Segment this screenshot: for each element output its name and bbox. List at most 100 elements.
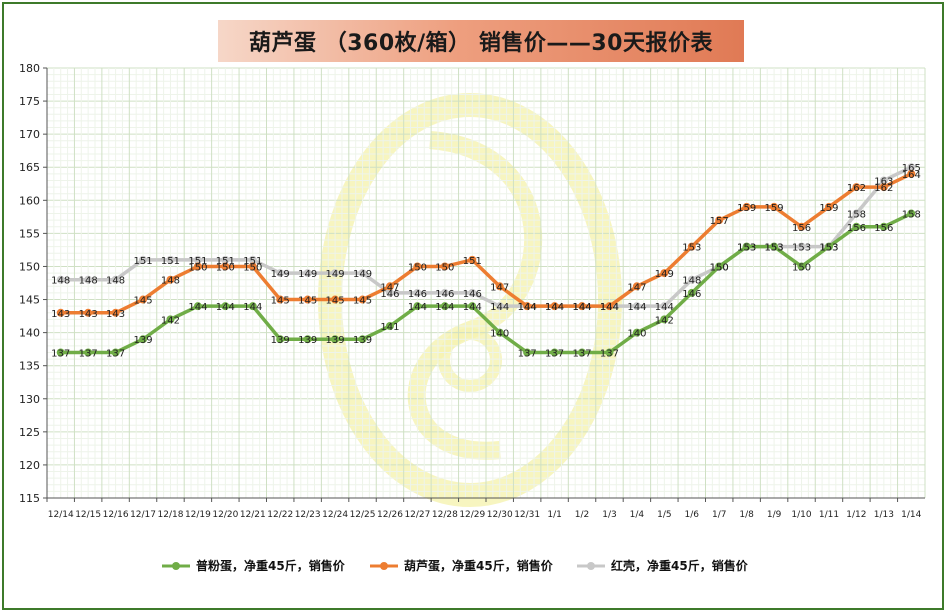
x-tick-label: 12/30 <box>487 510 513 520</box>
x-tick-label: 1/6 <box>685 510 700 520</box>
x-tick-label: 1/7 <box>712 510 726 520</box>
watermark-swirl <box>407 131 543 460</box>
data-point <box>495 282 504 291</box>
data-label: 156 <box>792 223 811 234</box>
data-label: 144 <box>243 302 262 313</box>
data-label: 148 <box>79 276 98 287</box>
data-point <box>440 262 449 271</box>
x-tick-label: 1/10 <box>791 510 811 520</box>
x-tick-label: 12/25 <box>350 510 376 520</box>
data-point <box>111 348 120 357</box>
data-label: 137 <box>572 348 591 359</box>
data-label: 137 <box>545 348 564 359</box>
x-tick-label: 1/13 <box>874 510 894 520</box>
y-tick-label: 115 <box>19 492 40 505</box>
data-point <box>193 262 202 271</box>
data-label: 150 <box>792 262 811 273</box>
chart-title: 葫芦蛋 （360枚/箱） 销售价——30天报价表 <box>218 20 744 62</box>
data-point <box>413 288 422 297</box>
y-tick-label: 120 <box>19 459 40 472</box>
data-label: 143 <box>106 309 125 320</box>
data-point <box>111 275 120 284</box>
data-point <box>303 295 312 304</box>
data-point <box>578 348 587 357</box>
data-point <box>468 288 477 297</box>
data-point <box>221 262 230 271</box>
data-label: 144 <box>435 302 454 313</box>
data-label: 145 <box>298 296 317 307</box>
data-label: 145 <box>326 296 345 307</box>
data-label: 158 <box>902 210 921 221</box>
data-label: 144 <box>188 302 207 313</box>
series-line <box>60 211 913 355</box>
data-point <box>166 275 175 284</box>
data-label: 145 <box>353 296 372 307</box>
data-label: 139 <box>298 335 317 346</box>
data-label: 146 <box>463 289 482 300</box>
data-label: 162 <box>847 183 866 194</box>
data-label: 153 <box>737 243 756 254</box>
data-point <box>770 242 779 251</box>
y-tick-label: 150 <box>19 260 40 273</box>
data-label: 150 <box>435 262 454 273</box>
y-tick-label: 165 <box>19 161 40 174</box>
x-tick-label: 12/21 <box>240 510 266 520</box>
y-tick-label: 170 <box>19 128 40 141</box>
x-tick-label: 12/27 <box>404 510 430 520</box>
data-label: 146 <box>380 289 399 300</box>
data-label: 142 <box>161 315 180 326</box>
data-point <box>385 322 394 330</box>
data-point <box>468 255 477 264</box>
data-point <box>331 335 340 344</box>
data-label: 144 <box>655 302 674 313</box>
data-label: 150 <box>710 262 729 273</box>
data-label: 148 <box>51 276 70 287</box>
data-label: 144 <box>600 302 619 313</box>
data-label: 139 <box>326 335 345 346</box>
legend-label: 红壳，净重45斤，销售价 <box>611 558 749 573</box>
data-label: 146 <box>682 289 701 300</box>
data-label: 163 <box>874 176 893 187</box>
data-label: 143 <box>79 309 98 320</box>
grid <box>46 67 926 499</box>
data-point <box>468 302 477 311</box>
data-label: 140 <box>627 329 646 340</box>
data-label: 144 <box>572 302 591 313</box>
data-label: 153 <box>792 243 811 254</box>
x-tick-label: 1/3 <box>602 510 616 520</box>
x-tick-label: 12/18 <box>158 510 184 520</box>
data-point <box>248 262 257 271</box>
data-label: 151 <box>243 256 262 267</box>
y-tick-label: 145 <box>19 294 40 307</box>
data-point <box>111 308 120 317</box>
data-label: 149 <box>298 269 317 280</box>
data-point <box>166 315 175 324</box>
data-point <box>495 328 504 337</box>
data-point <box>56 275 65 284</box>
data-point <box>852 209 861 218</box>
data-point <box>166 255 175 264</box>
data-point <box>715 262 724 271</box>
data-label: 147 <box>380 282 399 293</box>
legend-swatch-marker <box>380 562 388 570</box>
data-label: 144 <box>600 302 619 313</box>
data-label: 149 <box>326 269 345 280</box>
data-point <box>824 202 833 211</box>
data-label: 137 <box>51 348 70 359</box>
axes: 115 120 125 130 135 140 145 150 155 160 165 170 175 1… <box>19 62 925 520</box>
data-label: 156 <box>847 223 866 234</box>
data-point <box>742 202 751 211</box>
data-label: 141 <box>380 322 399 333</box>
data-point <box>632 302 641 311</box>
x-tick-label: 12/16 <box>103 510 129 520</box>
y-tick-label: 155 <box>19 227 40 240</box>
data-label: 142 <box>655 315 674 326</box>
data-point <box>824 242 833 251</box>
data-label: 144 <box>572 302 591 313</box>
data-label: 159 <box>765 203 784 214</box>
y-tick-label: 125 <box>19 426 40 439</box>
x-tick-label: 12/24 <box>322 510 348 520</box>
series-line <box>60 172 913 315</box>
data-point <box>358 295 367 304</box>
data-point <box>139 255 148 264</box>
